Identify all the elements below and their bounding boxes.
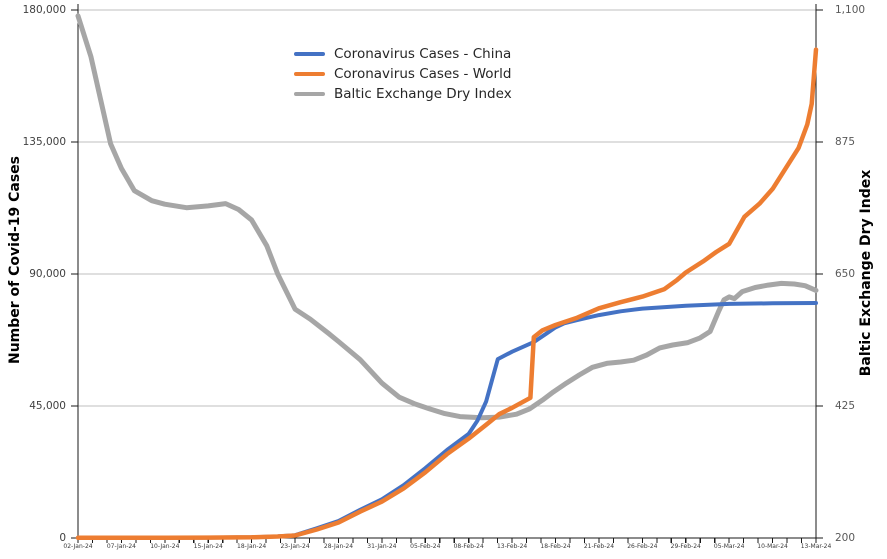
- right-axis-tick-label: 1,100: [835, 4, 866, 16]
- legend-label-china: Coronavirus Cases - China: [334, 46, 512, 62]
- left-axis-tick-label: 180,000: [22, 4, 66, 16]
- x-axis-tick-label: 02-Jan-24: [63, 543, 93, 550]
- x-axis-tick-label: 13-Feb-24: [496, 543, 528, 550]
- right-axis-tick-label: 875: [835, 136, 856, 148]
- x-axis-tick-label: 15-Jan-24: [193, 543, 223, 550]
- left-axis-tick-label: 135,000: [22, 136, 66, 148]
- left-axis-tick-label: 45,000: [29, 400, 66, 412]
- x-axis-tick-label: 08-Feb-24: [453, 543, 484, 550]
- x-axis-tick-label: 07-Jan-24: [106, 543, 136, 550]
- chart-legend: Coronavirus Cases - China Coronavirus Cas…: [294, 44, 512, 104]
- legend-swatch-world: [294, 72, 325, 76]
- x-axis-tick-label: 18-Feb-24: [540, 543, 571, 550]
- left-axis-title: Number of Covid-19 Cases: [7, 155, 23, 365]
- right-axis-tick-label: 425: [835, 400, 856, 412]
- series-line-world: [75, 47, 819, 541]
- legend-item-bdi: Baltic Exchange Dry Index: [294, 84, 512, 104]
- x-axis-tick-label: 10-Mar-24: [757, 543, 788, 550]
- x-axis-tick-label: 28-Jan-24: [323, 543, 354, 550]
- right-axis-tick-label: 650: [835, 268, 856, 280]
- x-axis-tick-label: 05-Feb-24: [410, 543, 441, 550]
- legend-swatch-china: [294, 52, 325, 56]
- right-axis-tick-label: 200: [835, 532, 856, 544]
- x-axis-tick-label: 10-Jan-24: [150, 543, 180, 550]
- legend-item-world: Coronavirus Cases - World: [294, 64, 512, 84]
- left-axis-tick-label: 0: [59, 532, 66, 544]
- x-axis-tick-label: 23-Jan-24: [280, 543, 310, 550]
- x-axis-tick-label: 05-Mar-24: [713, 543, 745, 550]
- left-axis-tick-label: 90,000: [29, 268, 66, 280]
- x-axis-tick-label: 29-Feb-24: [670, 543, 701, 550]
- legend-swatch-bdi: [294, 92, 325, 96]
- legend-label-world: Coronavirus Cases - World: [334, 66, 512, 82]
- x-axis-tick-label: 26-Feb-24: [627, 543, 658, 550]
- x-axis-tick-label: 13-Mar-24: [800, 543, 832, 550]
- x-axis-tick-label: 31-Jan-24: [367, 543, 397, 550]
- x-axis-tick-label: 18-Jan-24: [237, 543, 267, 550]
- series-line-china: [76, 301, 818, 540]
- series-line-bdi: [75, 13, 819, 421]
- right-axis-title: Baltic Exchange Dry Index: [858, 169, 874, 377]
- legend-label-bdi: Baltic Exchange Dry Index: [334, 86, 512, 102]
- legend-item-china: Coronavirus Cases - China: [294, 44, 512, 64]
- x-axis-tick-label: 21-Feb-24: [583, 543, 615, 550]
